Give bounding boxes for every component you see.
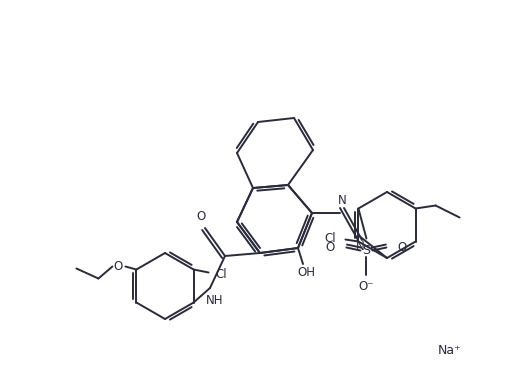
Text: N: N <box>356 240 365 253</box>
Text: OH: OH <box>297 266 315 279</box>
Text: N: N <box>338 194 347 207</box>
Text: O: O <box>114 260 123 273</box>
Text: O⁻: O⁻ <box>359 280 374 293</box>
Text: S: S <box>362 244 370 257</box>
Text: Cl: Cl <box>216 268 227 281</box>
Text: NH: NH <box>206 295 224 308</box>
Text: O: O <box>398 241 407 254</box>
Text: Cl: Cl <box>325 232 336 245</box>
Text: Na⁺: Na⁺ <box>438 344 462 357</box>
Text: O: O <box>326 241 335 254</box>
Text: O: O <box>196 210 206 223</box>
